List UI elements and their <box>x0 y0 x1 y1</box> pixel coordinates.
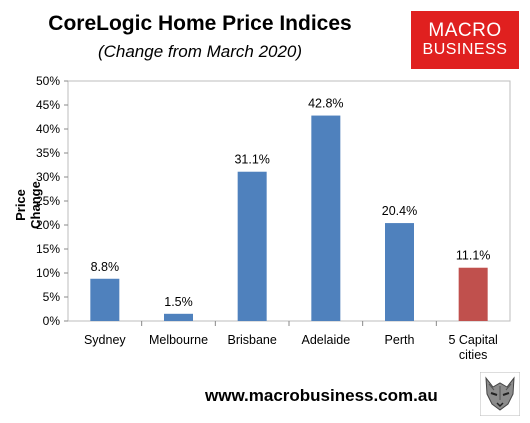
plot-area-border <box>67 80 511 322</box>
y-tick-label: 35% <box>36 146 60 160</box>
chart-subtitle: (Change from March 2020) <box>97 42 303 61</box>
data-label: 1.5% <box>164 295 193 309</box>
bar <box>385 223 414 321</box>
x-tick-label: Perth <box>385 333 415 347</box>
chart-title: CoreLogic Home Price Indices <box>48 12 352 35</box>
logo-line-1: MACRO <box>428 20 502 41</box>
x-tick-label: Brisbane <box>227 333 276 347</box>
x-tick-label: Sydney <box>84 333 126 347</box>
bar <box>458 267 488 321</box>
x-tick-label: cities <box>459 348 487 362</box>
logo-line-2: BUSINESS <box>422 41 508 58</box>
y-tick-label: 50% <box>36 74 60 88</box>
y-tick-label: 20% <box>36 218 60 232</box>
x-tick-label: Adelaide <box>302 333 351 347</box>
data-label: 20.4% <box>382 204 417 218</box>
data-label: 42.8% <box>308 97 343 111</box>
y-tick-label: 45% <box>36 98 60 112</box>
y-tick-label: 40% <box>36 122 60 136</box>
bar <box>90 278 120 321</box>
y-tick-label: 15% <box>36 242 60 256</box>
website-url: www.macrobusiness.com.au <box>205 386 438 405</box>
y-tick-label: 30% <box>36 170 60 184</box>
macrobusiness-logo: MACRO BUSINESS <box>411 11 519 69</box>
wolf-icon <box>480 372 520 416</box>
y-tick-label: 0% <box>43 314 61 328</box>
y-tick-label: 5% <box>43 290 61 304</box>
y-tick-label: 25% <box>36 194 60 208</box>
bar <box>164 313 193 321</box>
data-label: 8.8% <box>91 260 120 274</box>
data-label: 31.1% <box>234 153 269 167</box>
x-tick-label: 5 Capital <box>448 333 497 347</box>
bar <box>237 171 267 321</box>
y-tick-label: 10% <box>36 266 60 280</box>
x-tick-label: Melbourne <box>149 333 208 347</box>
bar <box>311 115 341 321</box>
data-label: 11.1% <box>456 249 491 263</box>
